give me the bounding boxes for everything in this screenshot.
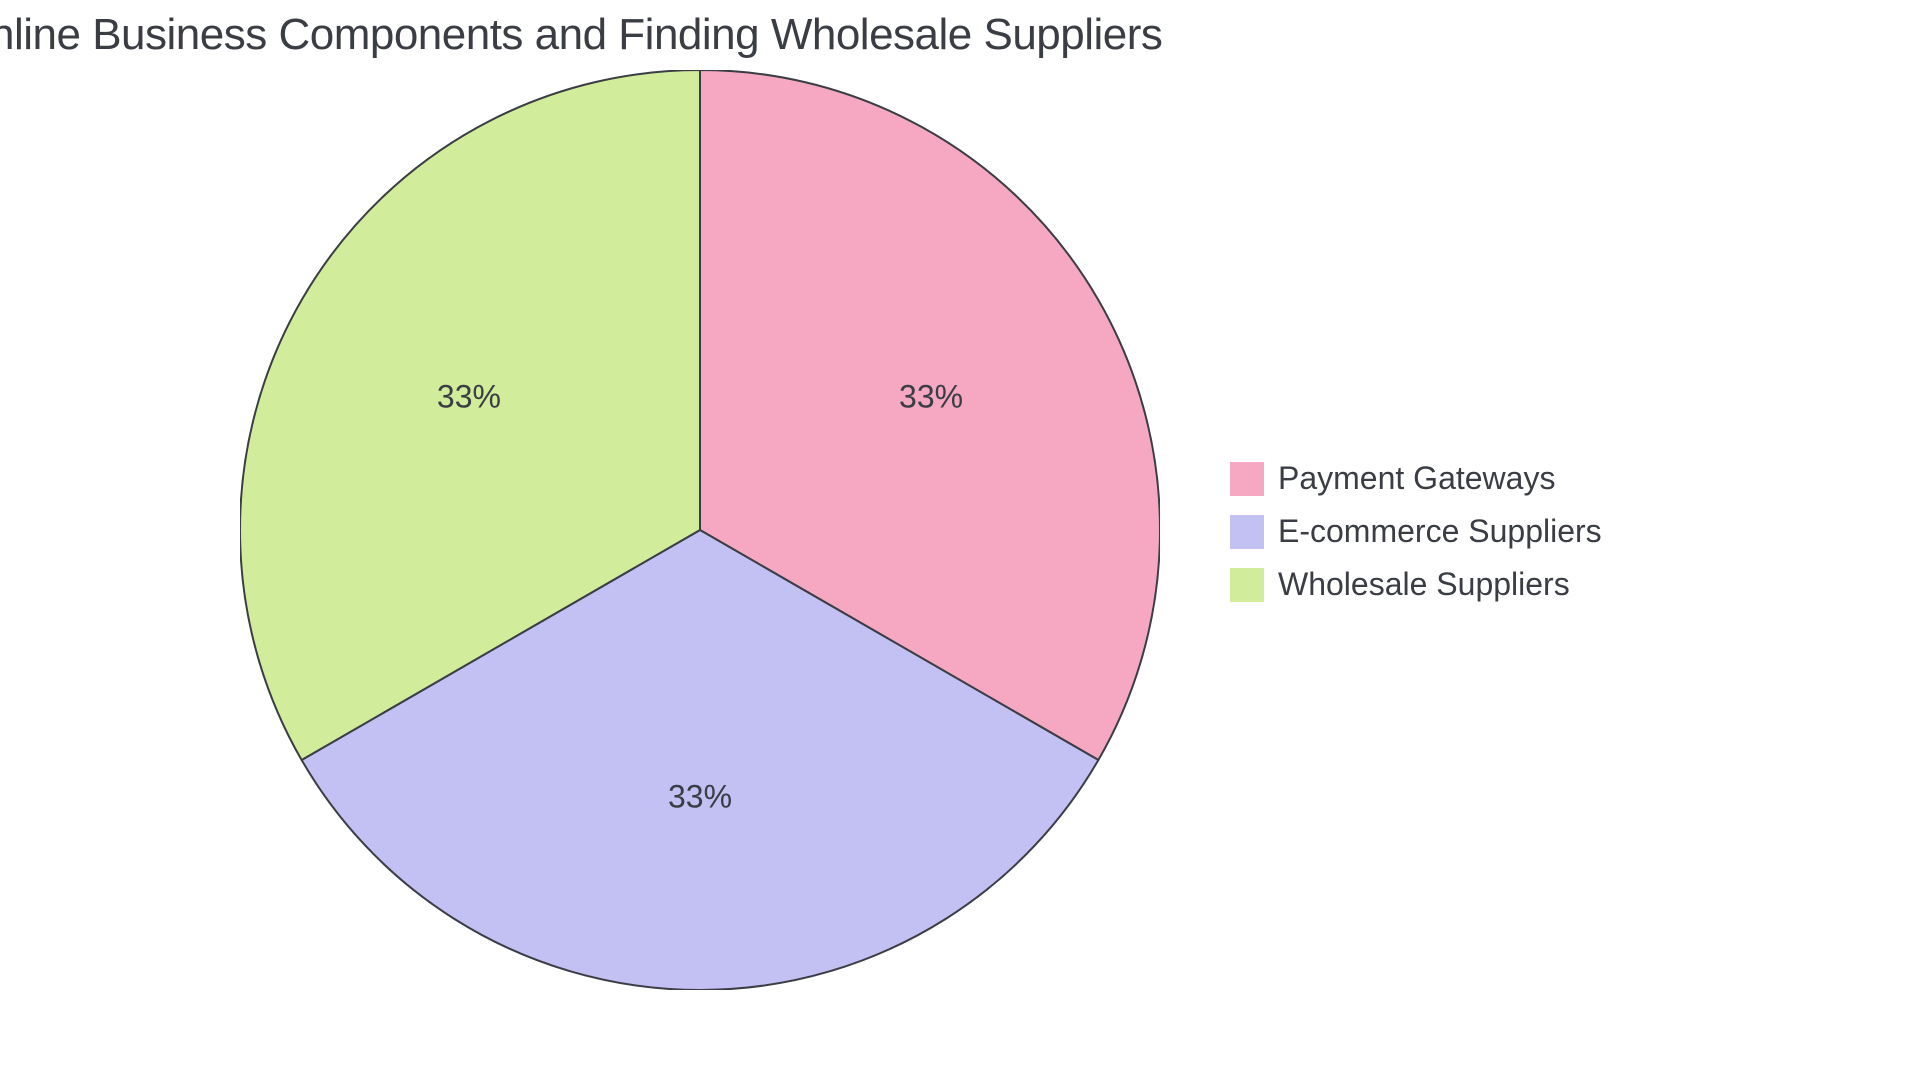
pie-slice-percent: 33%	[437, 378, 501, 415]
legend-swatch	[1230, 515, 1264, 549]
legend-item: Payment Gateways	[1230, 460, 1602, 497]
chart-title: nline Business Components and Finding Wh…	[0, 10, 1162, 60]
legend-label: E-commerce Suppliers	[1278, 513, 1602, 550]
chart-stage: nline Business Components and Finding Wh…	[0, 0, 1920, 1080]
legend-swatch	[1230, 462, 1264, 496]
legend-swatch	[1230, 568, 1264, 602]
pie-chart: 33% 33% 33%	[240, 70, 1160, 990]
legend: Payment Gateways E-commerce Suppliers Whol…	[1230, 460, 1602, 603]
legend-item: Wholesale Suppliers	[1230, 566, 1602, 603]
pie-slice-percent: 33%	[899, 378, 963, 415]
legend-label: Payment Gateways	[1278, 460, 1555, 497]
legend-item: E-commerce Suppliers	[1230, 513, 1602, 550]
pie-slice-percent: 33%	[668, 778, 732, 815]
legend-label: Wholesale Suppliers	[1278, 566, 1570, 603]
